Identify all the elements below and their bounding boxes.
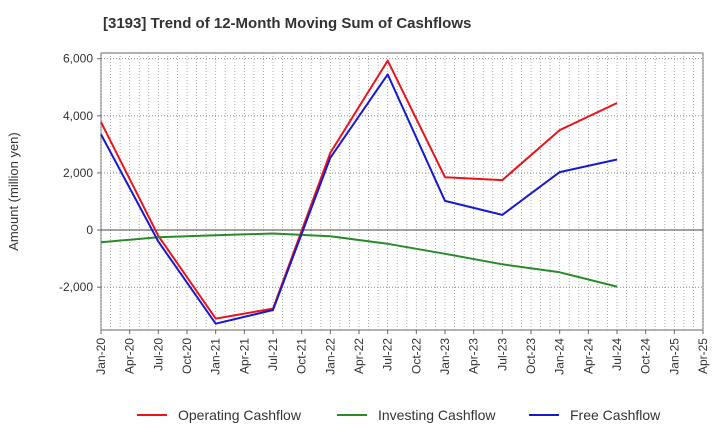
y-tick-label: 0 — [86, 223, 93, 237]
x-tick-label: Apr-23 — [467, 338, 481, 374]
x-tick-label: Apr-25 — [696, 338, 710, 374]
series-lines — [100, 59, 618, 325]
chart-title: [3193] Trend of 12-Month Moving Sum of C… — [103, 15, 472, 32]
x-tick-label: Jan-22 — [323, 338, 337, 375]
x-tick-label: Jul-22 — [381, 338, 395, 371]
x-tick-label: Oct-21 — [295, 338, 309, 374]
x-tick-label: Jul-23 — [495, 338, 509, 371]
legend-label: Investing Cashflow — [378, 407, 496, 423]
x-tick-label: Jan-20 — [94, 338, 108, 375]
x-tick-label: Jan-25 — [667, 338, 681, 375]
x-tick-label: Jul-21 — [266, 338, 280, 371]
y-tick-label: 4,000 — [63, 109, 93, 123]
x-tick-label: Oct-22 — [409, 338, 423, 374]
y-axis-title: Amount (million yen) — [6, 132, 21, 251]
y-tick-label: -2,000 — [59, 280, 93, 294]
series-line-free-cashflow — [100, 73, 618, 325]
x-tick-label: Apr-24 — [581, 338, 595, 374]
x-tick-label: Jan-21 — [209, 338, 223, 375]
y-tick-label: 2,000 — [63, 166, 93, 180]
x-tick-label: Jul-24 — [610, 338, 624, 371]
x-tick-label: Oct-24 — [639, 338, 653, 374]
legend-label: Free Cashflow — [570, 407, 661, 423]
axes: 6,000 4,000 2,000 0 -2,000 Jan-20 Apr-20 Jul-20… — [6, 52, 710, 375]
legend-label: Operating Cashflow — [178, 407, 302, 423]
series-line-operating-cashflow — [100, 59, 618, 320]
x-tick-label: Jan-23 — [438, 338, 452, 375]
x-tick-label: Jan-24 — [553, 338, 567, 375]
x-tick-label: Apr-22 — [352, 338, 366, 374]
x-tick-label: Apr-21 — [237, 338, 251, 374]
x-tick-label: Oct-20 — [180, 338, 194, 374]
series-line-investing-cashflow — [100, 232, 618, 288]
x-tick-label: Jul-20 — [151, 338, 165, 371]
legend: Operating Cashflow Investing Cashflow Free… — [137, 407, 661, 423]
x-tick-label: Oct-23 — [524, 338, 538, 374]
x-tick-label: Apr-20 — [123, 338, 137, 374]
y-tick-label: 6,000 — [63, 52, 93, 66]
